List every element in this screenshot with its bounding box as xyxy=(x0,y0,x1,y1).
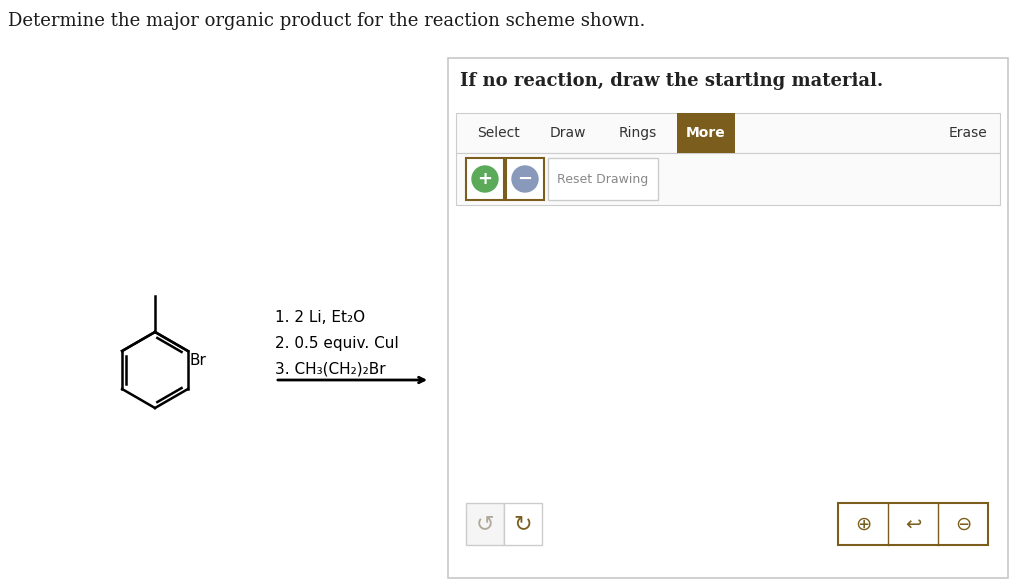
Bar xyxy=(677,113,735,153)
Circle shape xyxy=(472,166,498,192)
Text: Draw: Draw xyxy=(550,126,587,140)
Bar xyxy=(838,503,988,545)
Text: Reset Drawing: Reset Drawing xyxy=(557,172,648,185)
Text: If no reaction, draw the starting material.: If no reaction, draw the starting materi… xyxy=(460,72,884,90)
Bar xyxy=(449,58,1008,578)
Text: ⊖: ⊖ xyxy=(954,514,971,533)
Bar xyxy=(504,503,542,545)
Bar xyxy=(466,503,504,545)
Text: Rings: Rings xyxy=(618,126,657,140)
Text: Determine the major organic product for the reaction scheme shown.: Determine the major organic product for … xyxy=(8,12,645,30)
Text: ↺: ↺ xyxy=(476,514,495,534)
Text: Erase: Erase xyxy=(948,126,987,140)
Circle shape xyxy=(512,166,538,192)
Bar xyxy=(506,158,544,200)
Text: 1. 2 Li, Et₂O: 1. 2 Li, Et₂O xyxy=(275,310,366,325)
Text: More: More xyxy=(686,126,726,140)
Text: ↩: ↩ xyxy=(905,514,922,533)
Bar xyxy=(466,158,504,200)
Bar xyxy=(456,153,1000,205)
Bar xyxy=(548,158,658,200)
Text: ⊕: ⊕ xyxy=(855,514,871,533)
Text: ↻: ↻ xyxy=(514,514,532,534)
Text: Br: Br xyxy=(189,353,207,368)
Text: 2. 0.5 equiv. CuI: 2. 0.5 equiv. CuI xyxy=(275,336,399,351)
Bar xyxy=(456,113,1000,153)
Text: −: − xyxy=(517,170,532,188)
Text: 3. CH₃(CH₂)₂Br: 3. CH₃(CH₂)₂Br xyxy=(275,362,386,377)
Text: Select: Select xyxy=(476,126,519,140)
Text: +: + xyxy=(477,170,493,188)
